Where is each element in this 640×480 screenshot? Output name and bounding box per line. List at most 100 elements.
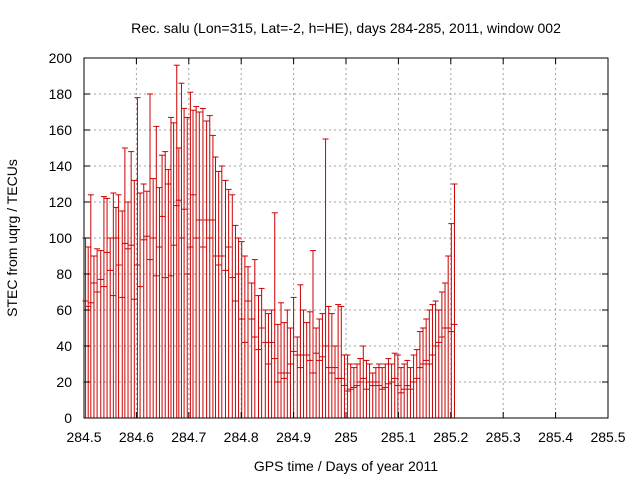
errorbar-point [309, 250, 316, 418]
errorbar-point [147, 93, 154, 418]
errorbar-point [251, 259, 258, 418]
y-tick-label: 200 [49, 50, 73, 66]
errorbar-point [140, 183, 147, 418]
errorbar-point [300, 309, 307, 418]
errorbar-point [410, 354, 417, 418]
errorbar-point [335, 304, 342, 418]
errorbar-point [313, 327, 320, 418]
errorbar-point [265, 313, 272, 418]
errorbar-point [394, 354, 401, 418]
errorbar-point [150, 178, 157, 418]
errorbar-point [248, 282, 255, 418]
errorbar-point [438, 291, 445, 418]
errorbar-point [131, 179, 138, 418]
errorbar-point [209, 134, 216, 418]
x-tick-label: 284.7 [171, 429, 206, 445]
errorbar-point [189, 109, 196, 418]
errorbar-point [262, 309, 269, 418]
errorbar-point [281, 322, 288, 418]
x-tick-label: 284.6 [119, 429, 154, 445]
errorbar-point [137, 192, 144, 418]
errorbar-point [119, 210, 126, 418]
errorbar-point [347, 363, 354, 418]
x-tick-label: 285.5 [590, 429, 625, 445]
errorbar-point [215, 170, 222, 418]
errorbar-point [423, 318, 430, 418]
x-tick-label: 285.2 [433, 429, 468, 445]
errorbar-point [121, 147, 128, 418]
y-tick-label: 0 [64, 410, 72, 426]
y-tick-label: 120 [49, 194, 73, 210]
errorbar-point [115, 194, 122, 418]
y-tick-label: 60 [56, 302, 72, 318]
errorbar-point [258, 287, 265, 418]
x-tick-label: 284.8 [224, 429, 259, 445]
errorbar-point [322, 138, 329, 418]
errorbar-point [235, 237, 242, 418]
errorbar-point [245, 266, 252, 418]
errorbar-point [278, 302, 285, 418]
errorbar-point [181, 107, 188, 418]
errorbar-point [325, 305, 332, 418]
errorbar-point [388, 363, 395, 418]
errorbar-point [376, 363, 383, 418]
errorbar-point [290, 296, 297, 418]
errorbar-point [398, 367, 405, 418]
errorbar-point [319, 313, 326, 418]
errorbar-point [306, 311, 313, 418]
errorbar-point [225, 188, 232, 418]
errorbar-point [175, 147, 182, 418]
y-tick-label: 40 [56, 338, 72, 354]
errorbar-point [338, 305, 345, 418]
errorbar-point [294, 336, 301, 418]
errorbar-point [128, 151, 135, 418]
errorbar-point [407, 367, 414, 418]
errorbar-point [238, 241, 245, 418]
errorbar-point [162, 151, 169, 418]
errorbar-point [156, 187, 163, 418]
errorbar-point [432, 300, 439, 418]
errorbar-point [104, 197, 111, 418]
errorbar-point [391, 352, 398, 418]
errorbar-point [284, 309, 291, 418]
errorbar-point [331, 345, 338, 418]
errorbar-point [85, 246, 92, 418]
errorbar-point [271, 212, 278, 418]
errorbar-point [382, 363, 389, 418]
errorbar-point [360, 345, 367, 418]
errorbar-point [196, 111, 203, 418]
errorbar-point [107, 237, 114, 418]
errorbar-point [212, 156, 219, 418]
errorbar-point [297, 284, 304, 418]
errorbar-point [112, 206, 119, 418]
x-tick-label: 285.4 [538, 429, 573, 445]
errorbar-point [451, 183, 458, 418]
errorbar-point [153, 125, 160, 418]
errorbar-point [442, 282, 449, 418]
errorbar-point [193, 106, 200, 418]
errorbar-point [206, 115, 213, 418]
errorbar-point [379, 367, 386, 418]
errorbar-point [357, 358, 364, 418]
y-axis-label: STEC from uqrg / TECUs [4, 159, 20, 317]
errorbar-point [401, 363, 408, 418]
errorbar-point [372, 367, 379, 418]
x-tick-label: 285.3 [486, 429, 521, 445]
errorbar-point [268, 309, 275, 418]
y-tick-label: 80 [56, 266, 72, 282]
errorbar-point [159, 154, 166, 418]
errorbar-point [90, 255, 97, 418]
grid-layer [84, 58, 608, 418]
y-tick-label: 160 [49, 122, 73, 138]
errorbar-point [100, 196, 107, 418]
errorbar-point [350, 367, 357, 418]
errorbar-point [241, 255, 248, 418]
errorbar-point [420, 327, 427, 418]
errorbar-point [354, 363, 361, 418]
errorbar-point [303, 322, 310, 418]
errorbar-point [366, 363, 373, 418]
errorbar-point [82, 237, 89, 418]
x-tick-label: 285 [334, 429, 358, 445]
errorbar-point [316, 318, 323, 418]
